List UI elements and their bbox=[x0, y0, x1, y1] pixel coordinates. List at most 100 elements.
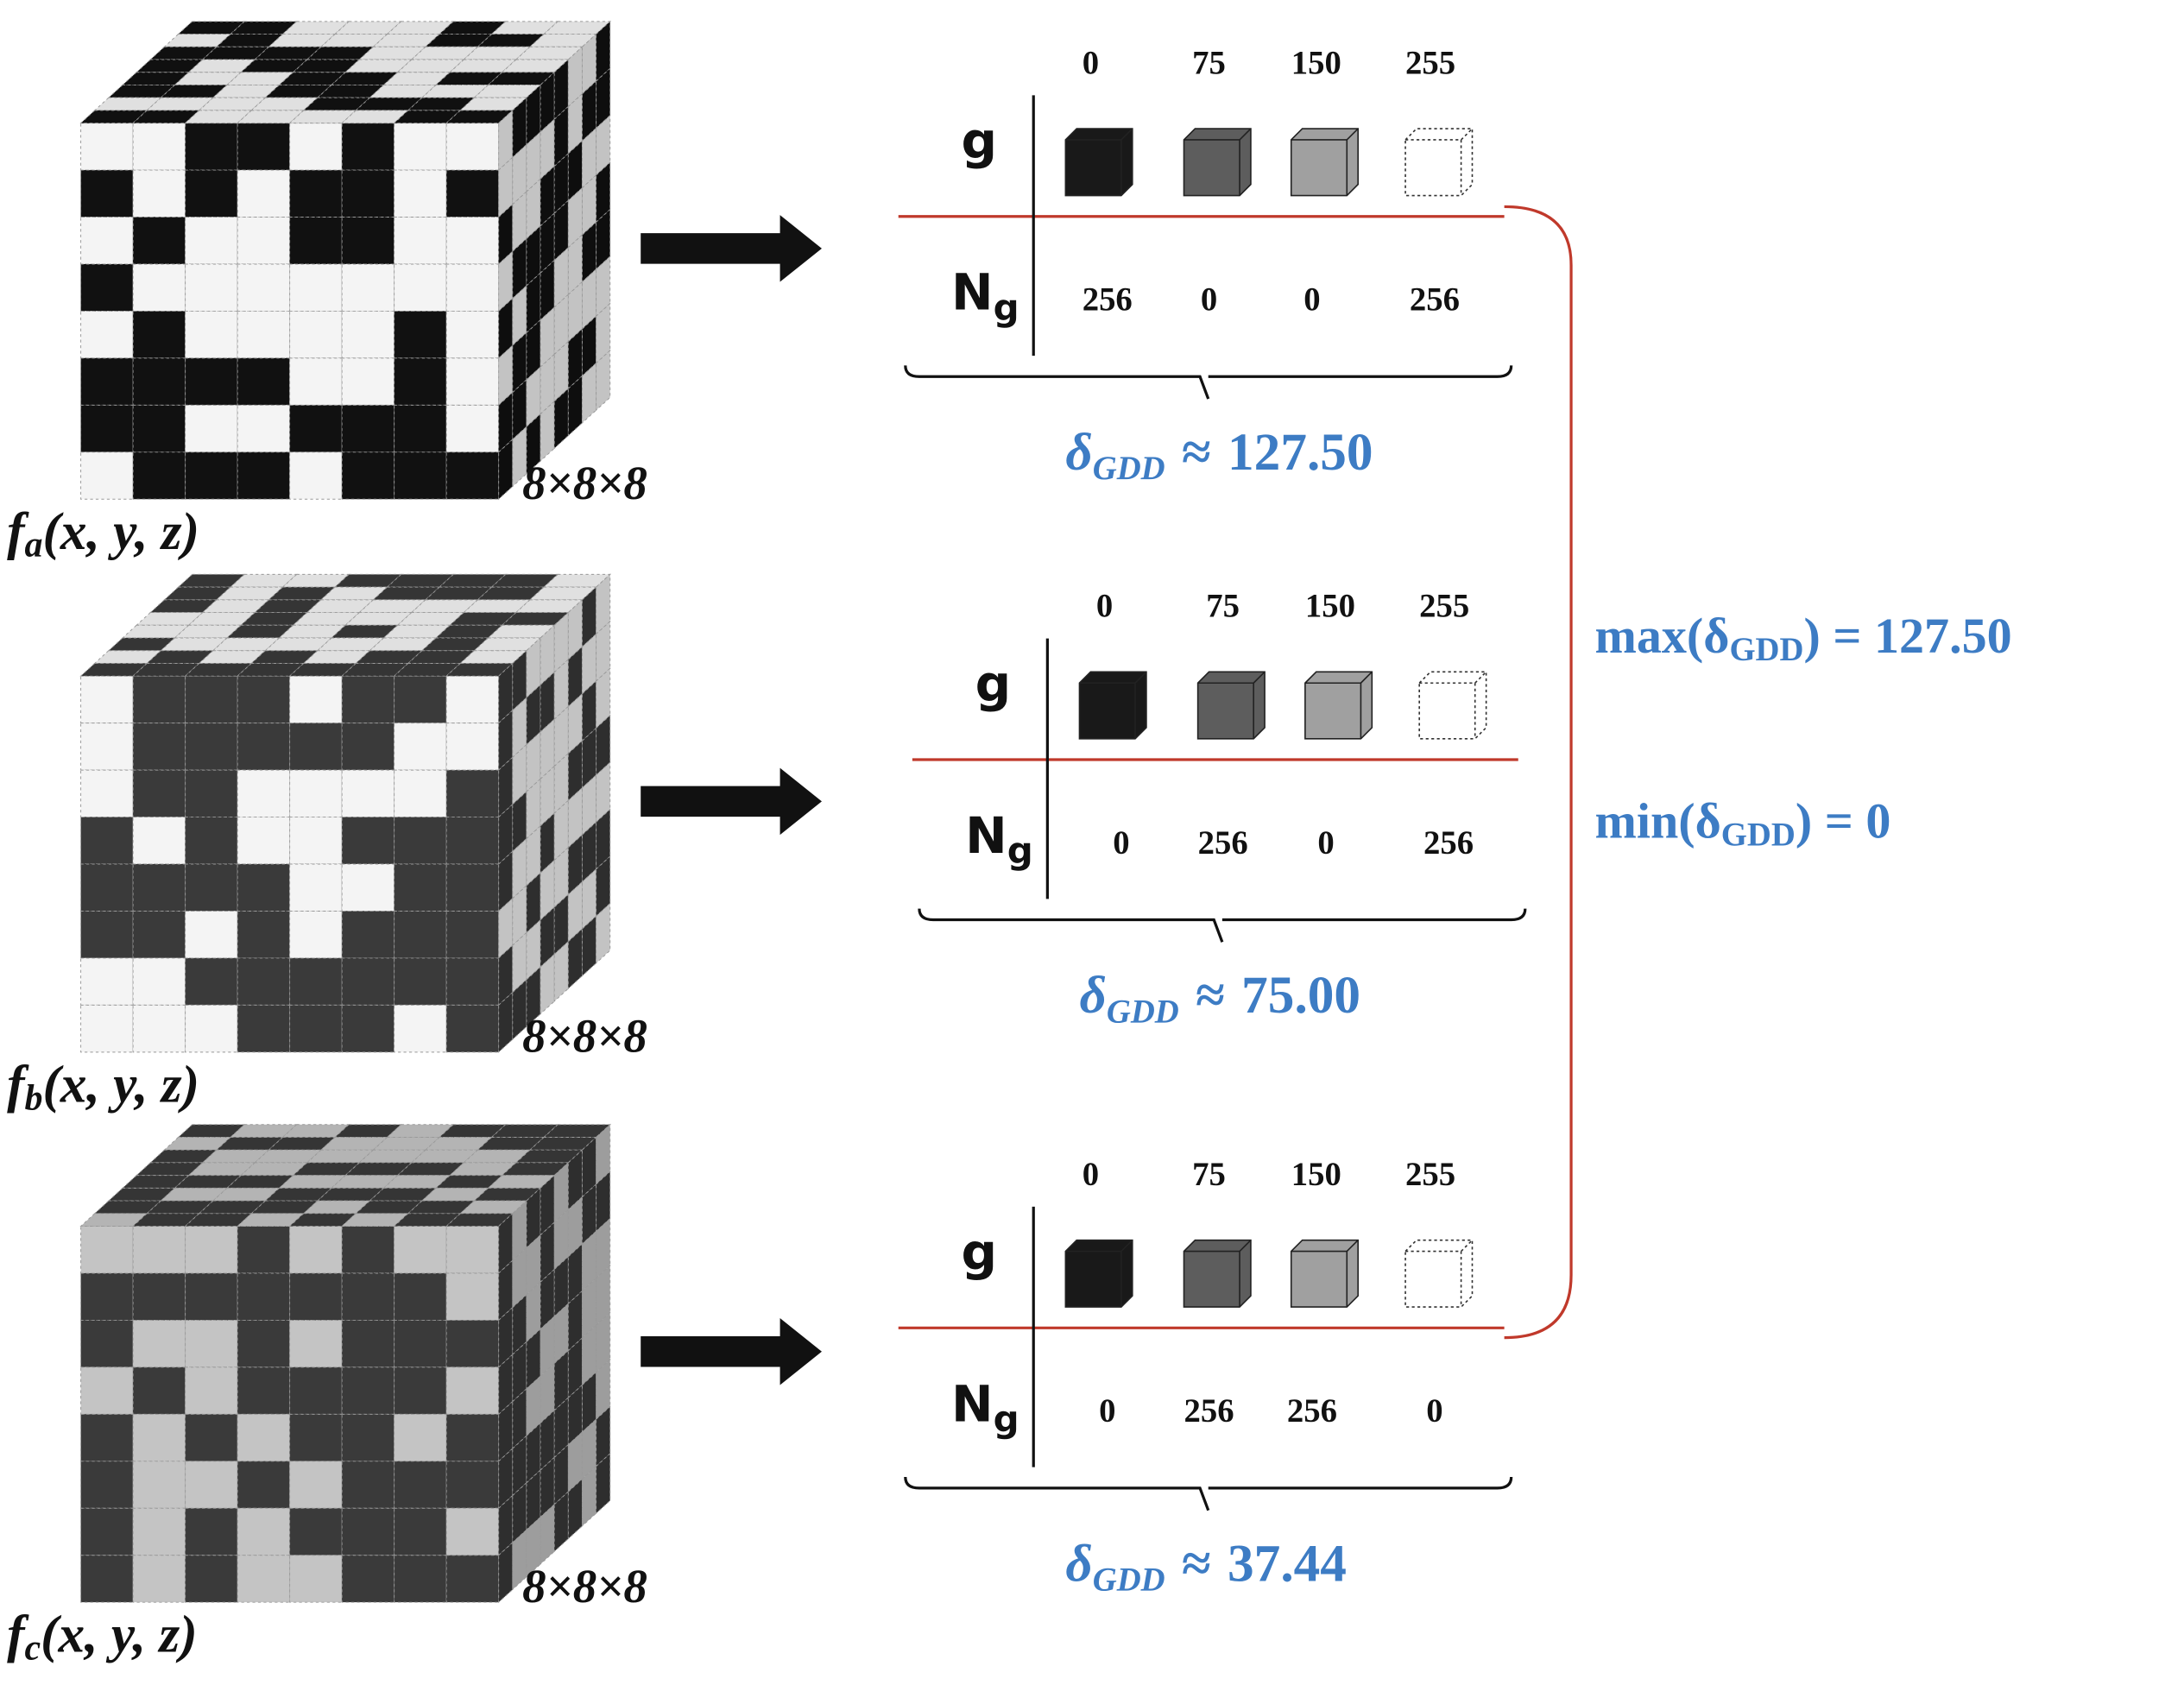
arrow bbox=[641, 767, 822, 836]
voxel bbox=[526, 918, 541, 981]
voxel bbox=[463, 1149, 532, 1164]
function-label: fc(x, y, z) bbox=[7, 1606, 198, 1668]
voxel bbox=[177, 1124, 246, 1138]
voxel bbox=[526, 636, 541, 699]
voxel bbox=[132, 263, 186, 312]
voxel bbox=[386, 573, 455, 588]
text: ) = 0 bbox=[1796, 793, 1891, 849]
text: GDD bbox=[1721, 816, 1796, 853]
voxel bbox=[438, 573, 507, 588]
voxel bbox=[445, 357, 500, 406]
voxel bbox=[567, 46, 583, 108]
voxel bbox=[289, 1319, 343, 1368]
voxel bbox=[512, 1341, 527, 1403]
voxel bbox=[553, 1397, 569, 1459]
voxel bbox=[201, 46, 270, 60]
voxel bbox=[581, 868, 597, 931]
text: (x, y, z) bbox=[42, 502, 199, 561]
delta-label: δGDD ≈37.44 bbox=[1065, 1535, 1347, 1599]
voxel bbox=[264, 84, 333, 98]
voxel bbox=[288, 662, 357, 677]
voxel bbox=[581, 221, 597, 283]
voxel bbox=[581, 33, 597, 95]
voxel bbox=[341, 404, 395, 453]
voxel bbox=[132, 1461, 186, 1509]
text: (x, y, z) bbox=[41, 1606, 198, 1664]
voxel bbox=[177, 21, 246, 35]
voxel bbox=[185, 1461, 238, 1509]
voxel bbox=[514, 46, 584, 60]
voxel bbox=[526, 778, 541, 840]
gray-cube bbox=[1078, 671, 1147, 740]
voxel bbox=[498, 1541, 514, 1604]
row-label: Ng bbox=[951, 263, 1019, 329]
text: max( bbox=[1594, 608, 1703, 664]
voxel bbox=[185, 263, 238, 312]
voxel bbox=[185, 357, 238, 406]
voxel bbox=[355, 1200, 424, 1215]
gray-cube-edge bbox=[1239, 128, 1252, 141]
voxel bbox=[132, 723, 186, 771]
voxel bbox=[526, 966, 541, 1028]
voxel bbox=[132, 451, 186, 500]
voxel bbox=[396, 1162, 465, 1177]
voxel bbox=[237, 817, 291, 865]
voxel bbox=[526, 1234, 541, 1297]
voxel bbox=[501, 612, 570, 626]
voxel bbox=[424, 34, 493, 47]
voxel bbox=[394, 451, 447, 500]
voxel bbox=[369, 637, 438, 652]
voxel bbox=[333, 1124, 402, 1138]
voxel bbox=[512, 1246, 527, 1309]
voxel bbox=[185, 863, 238, 912]
voxel bbox=[396, 612, 465, 626]
voxel bbox=[316, 1187, 385, 1202]
voxel bbox=[289, 169, 343, 218]
voxel bbox=[341, 723, 395, 771]
voxel bbox=[567, 1384, 583, 1446]
voxel bbox=[498, 109, 514, 172]
voxel bbox=[540, 1174, 555, 1236]
voxel bbox=[344, 612, 413, 626]
cube-size: 8×8×8 bbox=[522, 1010, 647, 1063]
voxel bbox=[445, 1555, 500, 1603]
voxel bbox=[512, 1435, 527, 1497]
voxel bbox=[553, 58, 569, 121]
voxel bbox=[132, 769, 186, 818]
voxel bbox=[434, 72, 503, 85]
voxel bbox=[80, 957, 134, 1006]
voxel bbox=[445, 404, 500, 453]
voxel bbox=[135, 1162, 205, 1177]
voxel bbox=[316, 84, 385, 98]
voxel bbox=[341, 217, 395, 265]
text: c bbox=[24, 1628, 41, 1668]
voxel bbox=[567, 186, 583, 249]
voxel bbox=[132, 217, 186, 265]
text: GDD bbox=[1107, 993, 1179, 1030]
gray-level: 150 bbox=[1305, 588, 1355, 625]
voxel bbox=[121, 624, 190, 639]
voxel bbox=[445, 1413, 500, 1462]
voxel bbox=[163, 34, 232, 47]
voxel bbox=[289, 1272, 343, 1321]
voxel bbox=[237, 1004, 291, 1053]
voxel bbox=[185, 1507, 238, 1556]
voxel bbox=[355, 650, 424, 664]
voxel bbox=[185, 169, 238, 218]
voxel bbox=[80, 357, 134, 406]
voxel bbox=[185, 451, 238, 500]
voxel bbox=[302, 97, 371, 111]
text: a bbox=[24, 525, 42, 565]
voxel bbox=[498, 1259, 514, 1322]
voxel bbox=[490, 1124, 559, 1138]
voxel bbox=[596, 1217, 611, 1279]
voxel bbox=[581, 268, 597, 331]
voxel bbox=[477, 586, 546, 601]
voxel bbox=[341, 1507, 395, 1556]
voxel bbox=[553, 799, 569, 861]
voxel bbox=[201, 599, 270, 614]
voxel bbox=[596, 208, 611, 270]
voxel bbox=[501, 1162, 570, 1177]
voxel bbox=[288, 110, 357, 124]
